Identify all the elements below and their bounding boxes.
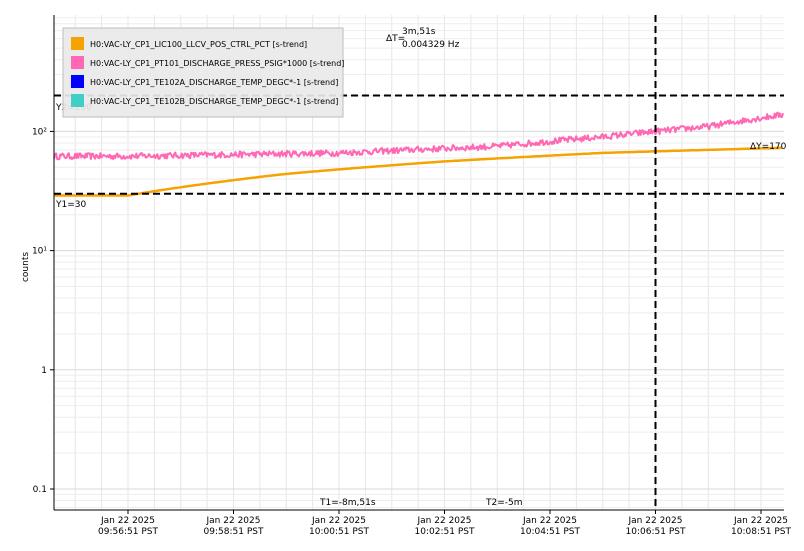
y-tick-label: 10²	[32, 127, 47, 137]
delta-t-frequency: 0.004329 Hz	[402, 40, 460, 50]
delta-t-prefix: ΔT=	[386, 34, 405, 44]
x-tick-label: 10:06:51 PST	[626, 527, 686, 537]
y-axis-label: counts	[21, 252, 31, 282]
series-layer	[53, 111, 784, 197]
x-tick-label: Jan 22 2025	[206, 516, 261, 526]
x-tick-label: Jan 22 2025	[100, 516, 155, 526]
x-tick-label: 10:04:51 PST	[520, 527, 580, 537]
y1-label: Y1=30	[55, 200, 86, 210]
x-tick-label: Jan 22 2025	[417, 516, 472, 526]
legend-swatch-2	[71, 56, 84, 69]
legend-swatch-4	[71, 94, 84, 107]
legend-label-2: H0:VAC-LY_CP1_PT101_DISCHARGE_PRESS_PSIG…	[90, 59, 344, 68]
x-tick-label: 09:58:51 PST	[204, 527, 264, 537]
delta-y-label: ΔY=170	[750, 142, 787, 152]
legend-box	[62, 27, 344, 118]
y-tick-label: 10¹	[32, 247, 47, 257]
legend-swatch-3	[71, 75, 84, 88]
y-ticks: 0.1 1 10¹ 10²	[32, 127, 54, 495]
legend-label-3: H0:VAC-LY_CP1_TE102A_DISCHARGE_TEMP_DEGC…	[90, 78, 338, 87]
t2-label: T2=-5m	[485, 498, 523, 508]
x-tick-label: Jan 22 2025	[733, 516, 788, 526]
x-tick-label: Jan 22 2025	[628, 516, 683, 526]
x-tick-label: Jan 22 2025	[311, 516, 366, 526]
x-tick-label: 10:00:51 PST	[309, 527, 369, 537]
x-tick-label: 09:56:51 PST	[98, 527, 158, 537]
series-line-2	[53, 111, 784, 161]
legend-swatch-1	[71, 37, 84, 50]
series-line-1	[54, 146, 783, 197]
legend: H0:VAC-LY_CP1_LIC100_LLCV_POS_CTRL_PCT […	[62, 27, 344, 118]
t1-label: T1=-8m,51s	[319, 498, 376, 508]
y-tick-label: 0.1	[33, 485, 47, 495]
x-tick-label: Jan 22 2025	[522, 516, 577, 526]
legend-label-4: H0:VAC-LY_CP1_TE102B_DISCHARGE_TEMP_DEGC…	[90, 97, 338, 106]
legend-label-1: H0:VAC-LY_CP1_LIC100_LLCV_POS_CTRL_PCT […	[90, 40, 307, 49]
x-tick-label: 10:02:51 PST	[415, 527, 475, 537]
x-tick-label: 10:08:51 PST	[731, 527, 791, 537]
y-tick-label: 1	[41, 366, 47, 376]
delta-t-value: 3m,51s	[402, 27, 436, 37]
